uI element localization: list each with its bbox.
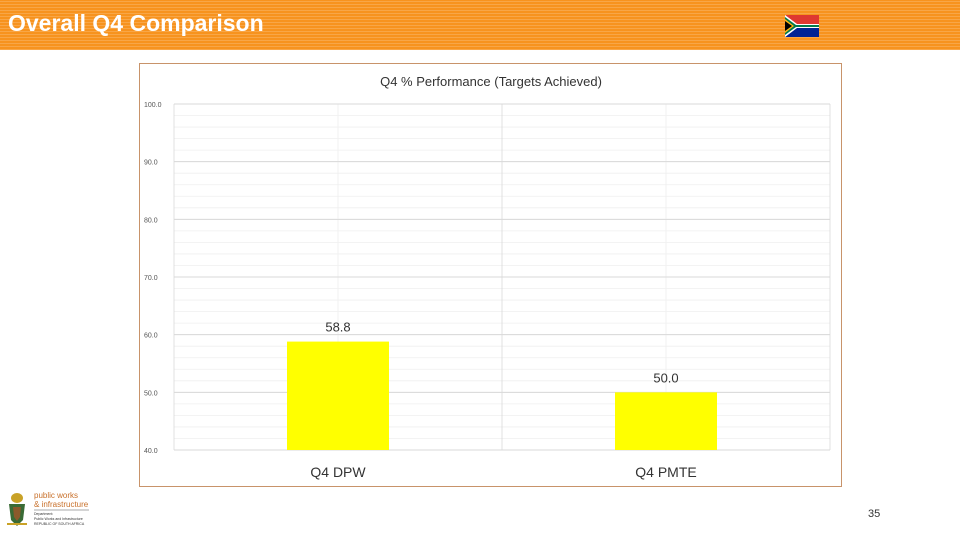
y-tick-label: 50.0	[144, 390, 158, 397]
chart-title: Q4 % Performance (Targets Achieved)	[380, 74, 602, 89]
data-label: 58.8	[325, 320, 350, 335]
data-label: 50.0	[653, 370, 678, 385]
header-bar: Overall Q4 Comparison	[0, 0, 960, 50]
y-tick-label: 90.0	[144, 160, 158, 167]
bar-q4-pmte	[615, 392, 717, 450]
data-label-layer: 58.8 50.0	[325, 320, 678, 386]
logo-line-1: public works	[34, 491, 78, 500]
south-africa-flag-icon	[785, 15, 819, 37]
department-logo: public works & infrastructure Department…	[7, 491, 89, 526]
category-label: Q4 PMTE	[635, 464, 696, 480]
y-tick-label: 60.0	[144, 333, 158, 340]
y-tick-label: 70.0	[144, 275, 158, 282]
logo-line-3: Department:	[34, 512, 53, 516]
bar-q4-dpw	[287, 341, 389, 450]
chart-frame: 40.0 50.0 60.0 70.0 80.0 90.0 100.0 58.8 50.0 Q…	[139, 63, 842, 487]
y-tick-label: 80.0	[144, 217, 158, 224]
grid-layer	[173, 103, 831, 451]
y-tick-label: 100.0	[144, 102, 162, 109]
logo-line-5: REPUBLIC OF SOUTH AFRICA	[34, 522, 85, 526]
x-axis-categories: Q4 DPW Q4 PMTE	[310, 464, 696, 480]
logo-line-4: Public Works and Infrastructure	[34, 517, 83, 521]
category-label: Q4 DPW	[310, 464, 366, 480]
bar-layer	[287, 341, 717, 450]
slide-title: Overall Q4 Comparison	[8, 10, 264, 36]
y-tick-label: 40.0	[144, 448, 158, 455]
y-axis-ticks: 40.0 50.0 60.0 70.0 80.0 90.0 100.0	[144, 102, 162, 455]
bar-chart: 40.0 50.0 60.0 70.0 80.0 90.0 100.0 58.8 50.0 Q…	[144, 74, 831, 480]
logo-line-2: & infrastructure	[34, 500, 89, 509]
coat-of-arms-icon	[7, 493, 27, 526]
page-number: 35	[868, 508, 881, 520]
